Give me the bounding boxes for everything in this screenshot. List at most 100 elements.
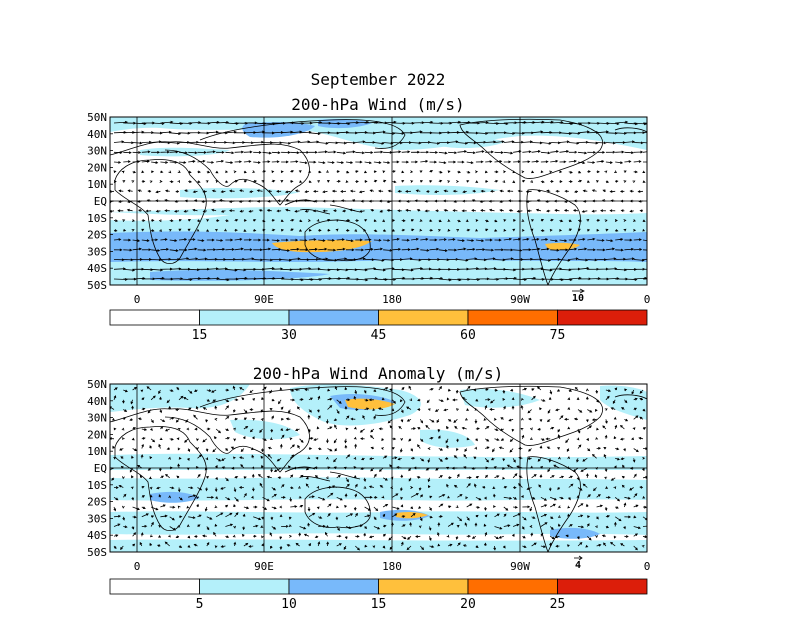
wind-vector [355, 238, 363, 242]
wind-vector [131, 526, 135, 530]
wind-vector [437, 522, 441, 527]
wind-vector [620, 209, 625, 213]
wind-vector [522, 150, 532, 154]
wind-vector [531, 160, 540, 163]
wind-vector [290, 505, 298, 508]
wind-vector [363, 228, 367, 232]
wind-vector [531, 474, 537, 479]
wind-vector [132, 160, 141, 164]
wind-vector [587, 170, 591, 174]
wind-vector [480, 209, 486, 212]
wind-vector [613, 521, 617, 527]
wind-vector [132, 170, 137, 174]
wind-vector [206, 495, 215, 499]
wind-vector [550, 496, 557, 501]
wind-vector [494, 258, 506, 262]
wind-vector [294, 189, 300, 193]
wind-vector [286, 544, 291, 547]
wind-vector [113, 506, 117, 512]
wind-vector [151, 161, 159, 164]
wind-vector [187, 545, 191, 548]
wind-vector [178, 151, 188, 155]
wind-vector [485, 388, 489, 391]
wind-vector [148, 476, 152, 479]
wind-vector [295, 428, 300, 432]
wind-vector [184, 189, 189, 193]
wind-vector [308, 170, 312, 174]
wind-vector [214, 545, 218, 549]
wind-vector [369, 435, 375, 440]
wind-vector [373, 229, 378, 232]
wind-vector [289, 497, 292, 502]
wind-vector [427, 458, 431, 463]
wind-vector [483, 506, 487, 511]
wind-vector [438, 258, 450, 262]
wind-vector [604, 506, 608, 512]
reference-vector: 10 [572, 288, 585, 304]
wind-vector [344, 444, 348, 449]
wind-vector [494, 160, 503, 163]
wind-vector [132, 543, 136, 547]
wind-vector [401, 248, 411, 251]
wind-vector [522, 248, 532, 252]
wind-vector [586, 523, 590, 527]
wind-vector [333, 418, 337, 421]
wind-vector [490, 457, 495, 461]
wind-vector [568, 524, 573, 527]
wind-vector [233, 438, 237, 442]
wind-vector [529, 506, 533, 512]
wind-vector [267, 454, 273, 459]
wind-vector [455, 408, 459, 412]
wind-vector [559, 180, 563, 183]
wind-vector [416, 209, 421, 212]
wind-vector [438, 170, 443, 174]
wind-vector [392, 456, 398, 460]
wind-vector [455, 505, 459, 509]
wind-vector [642, 151, 647, 153]
wind-vector [522, 535, 526, 539]
wind-vector [290, 170, 295, 173]
wind-vector [380, 447, 384, 450]
wind-vector [345, 228, 350, 232]
wind-vector [582, 483, 588, 488]
wind-vector [196, 228, 200, 232]
wind-vector [484, 438, 490, 442]
wind-vector [554, 535, 560, 539]
wind-vector [392, 513, 398, 518]
wind-vector [399, 448, 403, 453]
wind-vector [113, 219, 119, 223]
wind-vector [485, 446, 490, 450]
wind-vector [605, 180, 610, 184]
wind-vector [381, 495, 385, 499]
wind-vector [585, 503, 589, 508]
wind-vector [186, 524, 190, 528]
wind-vector [211, 389, 217, 393]
wind-vector [260, 455, 264, 459]
wind-vector [400, 504, 404, 508]
wind-vector [568, 483, 574, 488]
wind-vector [327, 248, 337, 252]
wind-vector [117, 209, 124, 213]
wind-vector [370, 428, 375, 433]
wind-vector [149, 534, 153, 538]
wind-vector [595, 180, 599, 183]
latitude-label: 10N [87, 445, 107, 458]
wind-vector [122, 476, 125, 480]
wind-vector [457, 170, 461, 174]
wind-vector [512, 473, 518, 479]
wind-vector [577, 228, 581, 232]
wind-vector [271, 239, 280, 242]
wind-vector [428, 526, 432, 531]
wind-vector [624, 388, 628, 392]
wind-vector [392, 160, 400, 164]
wind-vector [373, 238, 382, 242]
wind-vector [354, 389, 358, 395]
wind-vector [174, 209, 180, 213]
wind-vector [462, 190, 467, 194]
wind-vector [529, 437, 533, 440]
wind-vector [410, 180, 414, 183]
wind-vector [502, 545, 506, 549]
wind-vector [243, 219, 247, 222]
wind-vector [197, 454, 203, 459]
wind-vector [633, 493, 638, 498]
